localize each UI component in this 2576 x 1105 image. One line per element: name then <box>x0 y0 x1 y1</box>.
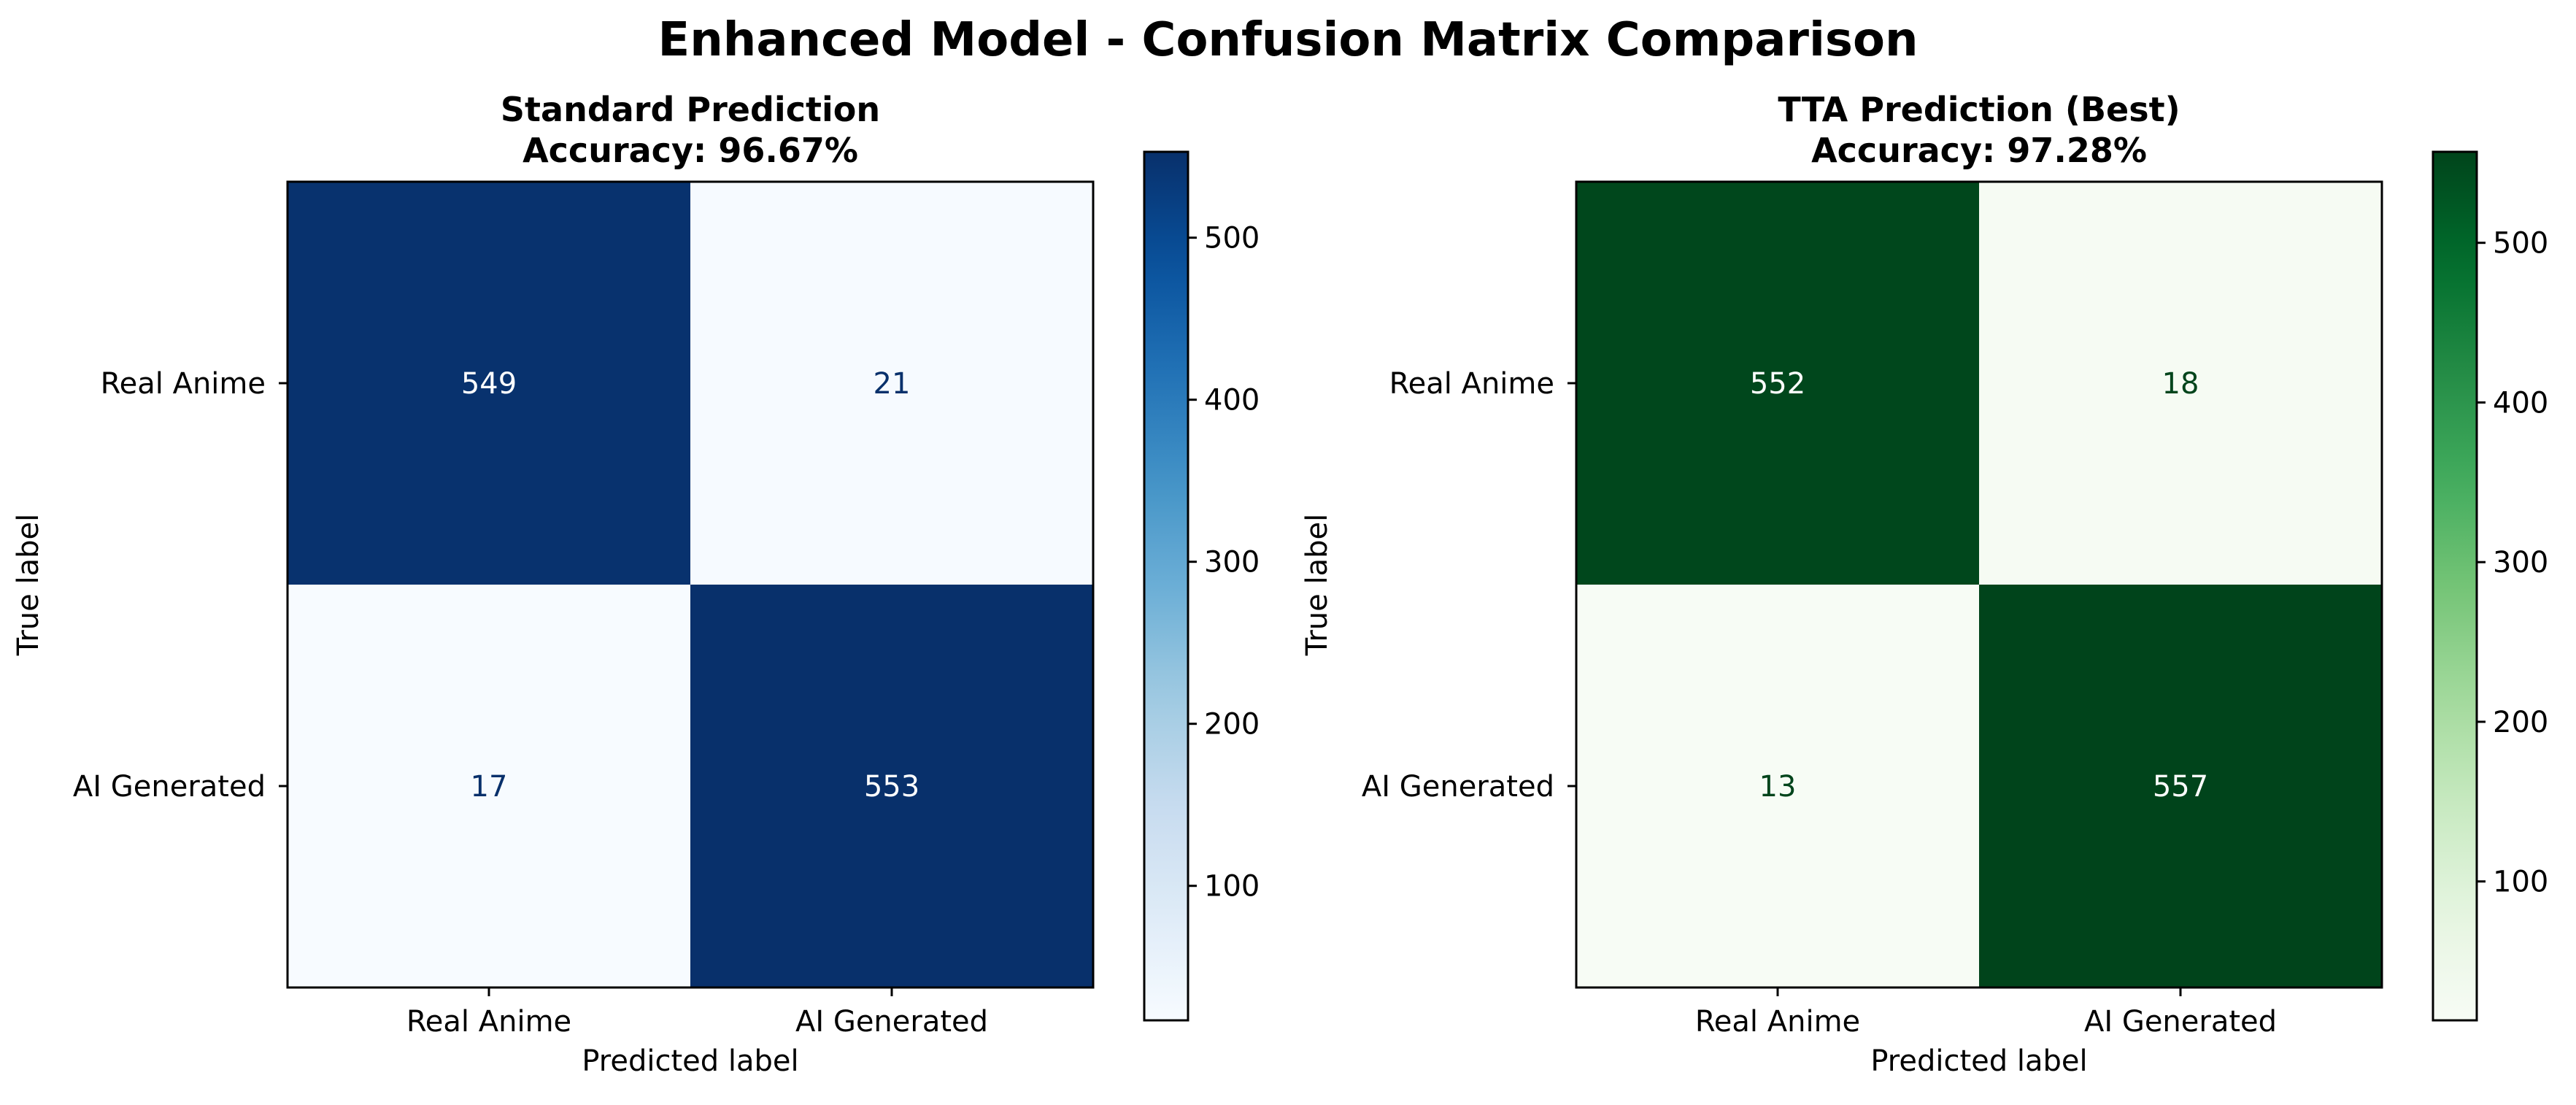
colorbar-tick-label: 200 <box>2493 706 2548 739</box>
y-axis-label: True label <box>12 514 45 656</box>
y-tick-label: AI Generated <box>1362 770 1554 804</box>
y-tick-label: Real Anime <box>101 367 266 401</box>
panel-title: Standard Prediction <box>501 90 880 129</box>
colorbar <box>2432 150 2478 1022</box>
x-tick-label: AI Generated <box>2084 1005 2277 1039</box>
colorbar-tick-label: 500 <box>2493 227 2548 261</box>
panel-subtitle: Accuracy: 97.28% <box>1811 131 2147 170</box>
colorbar-tick-label: 100 <box>1204 870 1260 904</box>
cell-value-label: 17 <box>471 770 508 804</box>
confusion-matrix-panel-2: TTA Prediction (Best)Accuracy: 97.28% 552… <box>1300 90 2548 1078</box>
cell-value-label: 553 <box>864 770 919 804</box>
cell-value-label: 21 <box>874 367 911 401</box>
y-tick-label: Real Anime <box>1389 367 1554 401</box>
colorbar-tick-label: 500 <box>1204 222 1260 255</box>
colorbar-tick-label: 100 <box>2493 866 2548 899</box>
x-axis-label: Predicted label <box>1870 1044 2087 1078</box>
panel-subtitle: Accuracy: 96.67% <box>522 131 858 170</box>
colorbar-tick-label: 200 <box>1204 708 1260 742</box>
cell-value-label: 18 <box>2162 367 2199 401</box>
colorbar-tick-label: 300 <box>1204 546 1260 580</box>
x-tick-label: Real Anime <box>1695 1005 1860 1039</box>
matrix-cell <box>690 585 1093 987</box>
matrix-cell <box>1576 182 1979 585</box>
matrix-cell <box>1576 585 1979 987</box>
matrix-cell <box>690 182 1093 585</box>
matrix-cell <box>1979 182 2382 585</box>
cell-value-label: 552 <box>1750 367 1805 401</box>
x-axis-label: Predicted label <box>582 1044 798 1078</box>
figure-suptitle: Enhanced Model - Confusion Matrix Compar… <box>658 13 1918 67</box>
matrix-frame <box>1575 180 2383 989</box>
colorbar-tick-label: 400 <box>1204 384 1260 417</box>
y-tick-label: AI Generated <box>73 770 266 804</box>
matrix-cell <box>288 182 690 585</box>
cell-value-label: 549 <box>461 367 517 401</box>
panel-title: TTA Prediction (Best) <box>1778 90 2180 129</box>
cell-value-label: 557 <box>2153 770 2208 804</box>
y-axis-label: True label <box>1300 514 1334 656</box>
matrix-cell <box>1979 585 2382 987</box>
x-tick-label: Real Anime <box>406 1005 571 1039</box>
colorbar-tick-label: 400 <box>2493 386 2548 420</box>
colorbar <box>1143 150 1189 1022</box>
matrix-cell <box>288 585 690 987</box>
cell-value-label: 13 <box>1759 770 1797 804</box>
x-tick-label: AI Generated <box>795 1005 988 1039</box>
colorbar-tick-label: 300 <box>2493 546 2548 580</box>
matrix-frame <box>286 180 1095 989</box>
